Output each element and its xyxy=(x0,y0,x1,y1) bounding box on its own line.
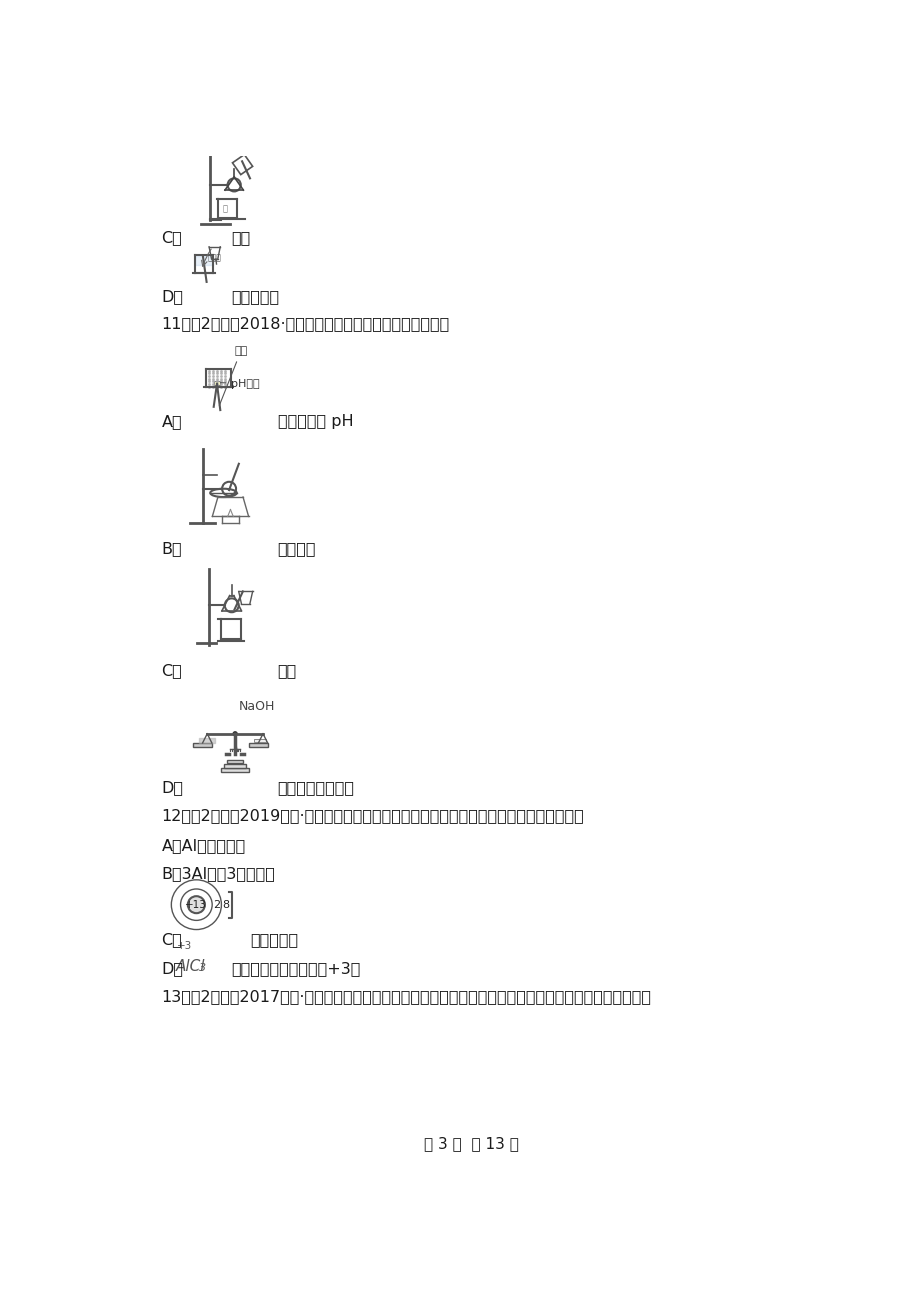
Text: 8: 8 xyxy=(222,900,230,910)
Text: －－铝离子: －－铝离子 xyxy=(250,932,299,948)
Text: D．: D． xyxy=(162,289,183,303)
Text: 镊子: 镊子 xyxy=(219,346,247,405)
Text: AlCl: AlCl xyxy=(176,958,205,974)
Text: 过滤: 过滤 xyxy=(231,230,250,245)
Text: B．: B． xyxy=(162,542,182,556)
Text: C．: C． xyxy=(162,230,182,245)
Text: 测定溶液的 pH: 测定溶液的 pH xyxy=(278,414,353,430)
Text: －－氯化铝中铝元素显+3价: －－氯化铝中铝元素显+3价 xyxy=(231,961,360,976)
Text: 第 3 页  共 13 页: 第 3 页 共 13 页 xyxy=(424,1135,518,1151)
Text: A．Al－－金属铝: A．Al－－金属铝 xyxy=(162,837,245,853)
Text: 称量氢氧化钠固体: 称量氢氧化钠固体 xyxy=(278,780,355,796)
Text: 12．（2分）（2019九下·茂名期中）下列化学用语与所表达的意义对应不正确的是（　　）: 12．（2分）（2019九下·茂名期中）下列化学用语与所表达的意义对应不正确的是… xyxy=(162,809,584,823)
FancyBboxPatch shape xyxy=(227,760,243,763)
FancyBboxPatch shape xyxy=(193,743,211,747)
Text: pH试纸: pH试纸 xyxy=(221,379,260,388)
Text: NaOH: NaOH xyxy=(239,700,275,713)
Text: C．: C． xyxy=(162,663,182,678)
FancyBboxPatch shape xyxy=(249,743,267,747)
Text: D．: D． xyxy=(162,961,183,976)
Text: 水: 水 xyxy=(222,204,227,214)
Text: C．: C． xyxy=(162,932,182,948)
FancyBboxPatch shape xyxy=(254,740,266,742)
Circle shape xyxy=(233,732,237,736)
Text: A．: A． xyxy=(162,414,182,430)
FancyBboxPatch shape xyxy=(224,764,245,768)
Text: +3: +3 xyxy=(176,941,192,950)
Text: 蒸发结晶: 蒸发结晶 xyxy=(278,542,316,556)
Circle shape xyxy=(187,896,205,913)
Text: +13: +13 xyxy=(186,900,207,910)
Text: B．3Al－－3个铝分子: B．3Al－－3个铝分子 xyxy=(162,866,275,881)
Bar xyxy=(214,380,220,384)
Text: 3: 3 xyxy=(199,963,206,973)
Text: 2: 2 xyxy=(213,900,221,910)
Text: D．: D． xyxy=(162,780,183,796)
FancyBboxPatch shape xyxy=(221,768,249,772)
Text: 稀释浓硫酸: 稀释浓硫酸 xyxy=(231,289,279,303)
Text: 浓硫酸: 浓硫酸 xyxy=(208,253,221,262)
Text: 11．（2分）（2018·菏泽）下列实验操作正确的是（　　）: 11．（2分）（2018·菏泽）下列实验操作正确的是（ ） xyxy=(162,316,449,332)
Text: 过滤: 过滤 xyxy=(278,663,297,678)
Text: 13．（2分）（2017九上·厦门期末）如图是氯元素在元素周期表中的信息和氯原子结构示意图．下列说法错: 13．（2分）（2017九上·厦门期末）如图是氯元素在元素周期表中的信息和氯原子… xyxy=(162,990,651,1004)
